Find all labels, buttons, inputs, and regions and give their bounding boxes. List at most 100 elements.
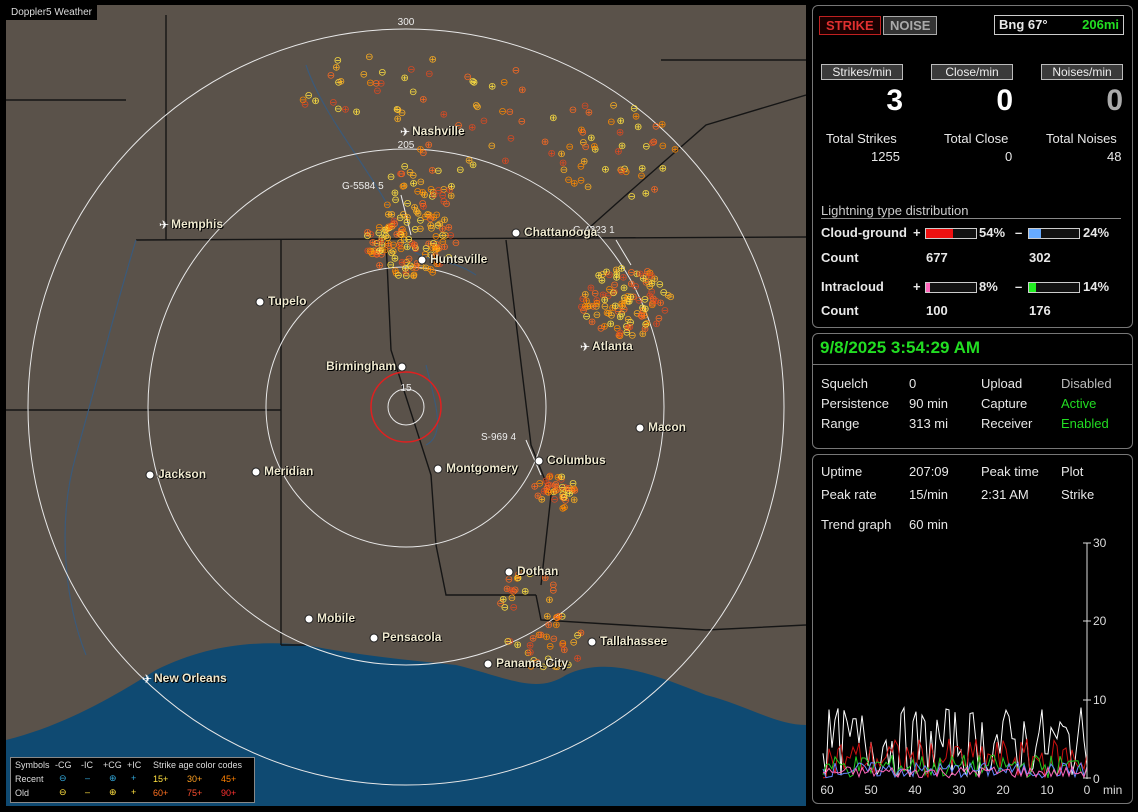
strike-marker: ⊕ (376, 237, 384, 248)
strike-marker: ⊖ (375, 228, 383, 239)
strike-marker: ⊖ (419, 198, 427, 209)
strike-marker: ⊖ (429, 253, 437, 264)
capture-value[interactable]: Active (1061, 396, 1097, 411)
strike-marker: ⊕ (337, 77, 345, 88)
trend-panel: Uptime 207:09 Peak time Plot Peak rate 1… (812, 454, 1133, 804)
range-label-300: 300 (398, 17, 415, 28)
strike-marker: ⊖ (409, 87, 417, 98)
legend-old-age-1: 60+ (153, 788, 169, 798)
plot-value[interactable]: Strike (1061, 487, 1095, 502)
strike-marker: ⊕ (341, 104, 349, 115)
strike-marker: ⊖ (605, 285, 613, 296)
upload-value[interactable]: Disabled (1061, 376, 1112, 391)
montgomery-city-dot (433, 464, 443, 474)
strike-marker: ⊖ (618, 309, 626, 320)
cg-negative-count: 302 (1029, 250, 1051, 265)
y-tick-30: 30 (1093, 536, 1107, 550)
strike-marker: ⊕ (616, 127, 624, 138)
strike-marker: ⊕ (584, 302, 592, 313)
strike-marker: ⊖ (394, 271, 402, 282)
strike-marker: ⊖ (564, 660, 572, 671)
strike-marker: ⊖ (577, 162, 585, 173)
strike-marker: ⊖ (372, 78, 380, 89)
strike-marker: ⊕ (435, 244, 443, 255)
strike-marker: ⊖ (616, 331, 624, 342)
strike-marker: ⊖ (334, 78, 342, 89)
strike-marker: ⊖ (597, 324, 605, 335)
strike-marker: ⊕ (352, 107, 360, 118)
persistence-value: 90 min (909, 396, 949, 411)
receiver-value[interactable]: Enabled (1061, 416, 1109, 431)
trend-graph-minutes[interactable]: 60 min (909, 517, 949, 532)
strike-marker: ⊖ (416, 224, 424, 235)
strike-marker: ⊖ (488, 141, 496, 152)
strike-marker: ⊖ (396, 229, 404, 240)
strike-marker: ⊕ (577, 628, 585, 639)
strike-marker: ⊕ (390, 219, 398, 230)
strike-marker: ⊕ (393, 114, 401, 125)
strike-marker: ⊕ (642, 188, 650, 199)
cg-plus-sign: + (913, 225, 921, 240)
jackson-city-dot (145, 470, 155, 480)
strike-marker: ⊕ (447, 182, 455, 193)
strike-marker: ⊕ (488, 82, 496, 93)
strike-marker: ⊖ (650, 137, 658, 148)
strike-marker: ⊕ (388, 221, 396, 232)
strike-marker: ⊕ (632, 111, 640, 122)
strike-marker: ⊖ (301, 99, 309, 110)
strike-marker: ⊕ (402, 267, 410, 278)
strike-mode-button[interactable]: STRIKE (819, 16, 881, 35)
strike-marker: ⊖ (536, 478, 544, 489)
strike-marker: ⊖ (406, 168, 414, 179)
strike-marker: ⊕ (430, 212, 438, 223)
noise-mode-button[interactable]: NOISE (883, 16, 938, 35)
strike-marker: ⊖ (410, 270, 418, 281)
strike-marker: ⊖ (566, 142, 574, 153)
strike-marker: ⊕ (587, 133, 595, 144)
range-rings (27, 28, 785, 786)
meridian-city-dot (251, 467, 261, 477)
strike-marker: ⊖ (516, 566, 524, 577)
strike-marker: ⊕ (530, 481, 538, 492)
strike-marker: ⊕ (656, 298, 664, 309)
strike-marker: ⊖ (591, 289, 599, 300)
strike-marker: ⊖ (399, 210, 407, 221)
strike-marker: ⊖ (440, 196, 448, 207)
strike-marker: ⊕ (408, 239, 416, 250)
strike-marker: ⊕ (543, 611, 551, 622)
strike-marker: ⊖ (386, 260, 394, 271)
strike-marker: ⊖ (629, 292, 637, 303)
strike-marker: ⊖ (664, 290, 672, 301)
strike-marker: ⊖ (392, 268, 400, 279)
neg-ic-old-icon: – (85, 787, 91, 797)
strike-marker: ⊕ (503, 584, 511, 595)
strike-marker: ⊕ (641, 324, 649, 335)
strike-marker: ⊕ (651, 296, 659, 307)
strike-marker: ⊖ (377, 79, 385, 90)
lightning-map[interactable]: Doppler5 Weather (6, 5, 806, 806)
strike-marker: ⊕ (651, 274, 659, 285)
strike-marker: ⊖ (553, 613, 561, 624)
strike-marker: ⊖ (435, 259, 443, 270)
strike-marker: ⊕ (409, 271, 417, 282)
strike-marker: ⊕ (403, 213, 411, 224)
strike-marker: ⊕ (363, 227, 371, 238)
strike-marker: ⊖ (480, 116, 488, 127)
noises-per-min-value: 0 (1106, 84, 1123, 117)
strike-marker: ⊖ (385, 223, 393, 234)
strike-marker: ⊖ (639, 306, 647, 317)
strike-marker: ⊕ (311, 96, 319, 107)
trend-series (822, 706, 1088, 779)
strike-marker: ⊖ (626, 322, 634, 333)
strike-marker: ⊖ (334, 104, 342, 115)
strike-marker: ⊖ (652, 122, 660, 133)
legend-old-label: Old (15, 788, 30, 798)
strikes-per-min-label: Strikes/min (821, 64, 903, 80)
strike-marker: ⊖ (577, 302, 585, 313)
strike-marker: ⊖ (377, 250, 385, 261)
strike-marker: ⊖ (405, 254, 413, 265)
strike-marker: ⊕ (571, 486, 579, 497)
strike-marker: ⊕ (426, 264, 434, 275)
strike-marker: ⊖ (408, 262, 416, 273)
cg-positive-count: 677 (926, 250, 948, 265)
